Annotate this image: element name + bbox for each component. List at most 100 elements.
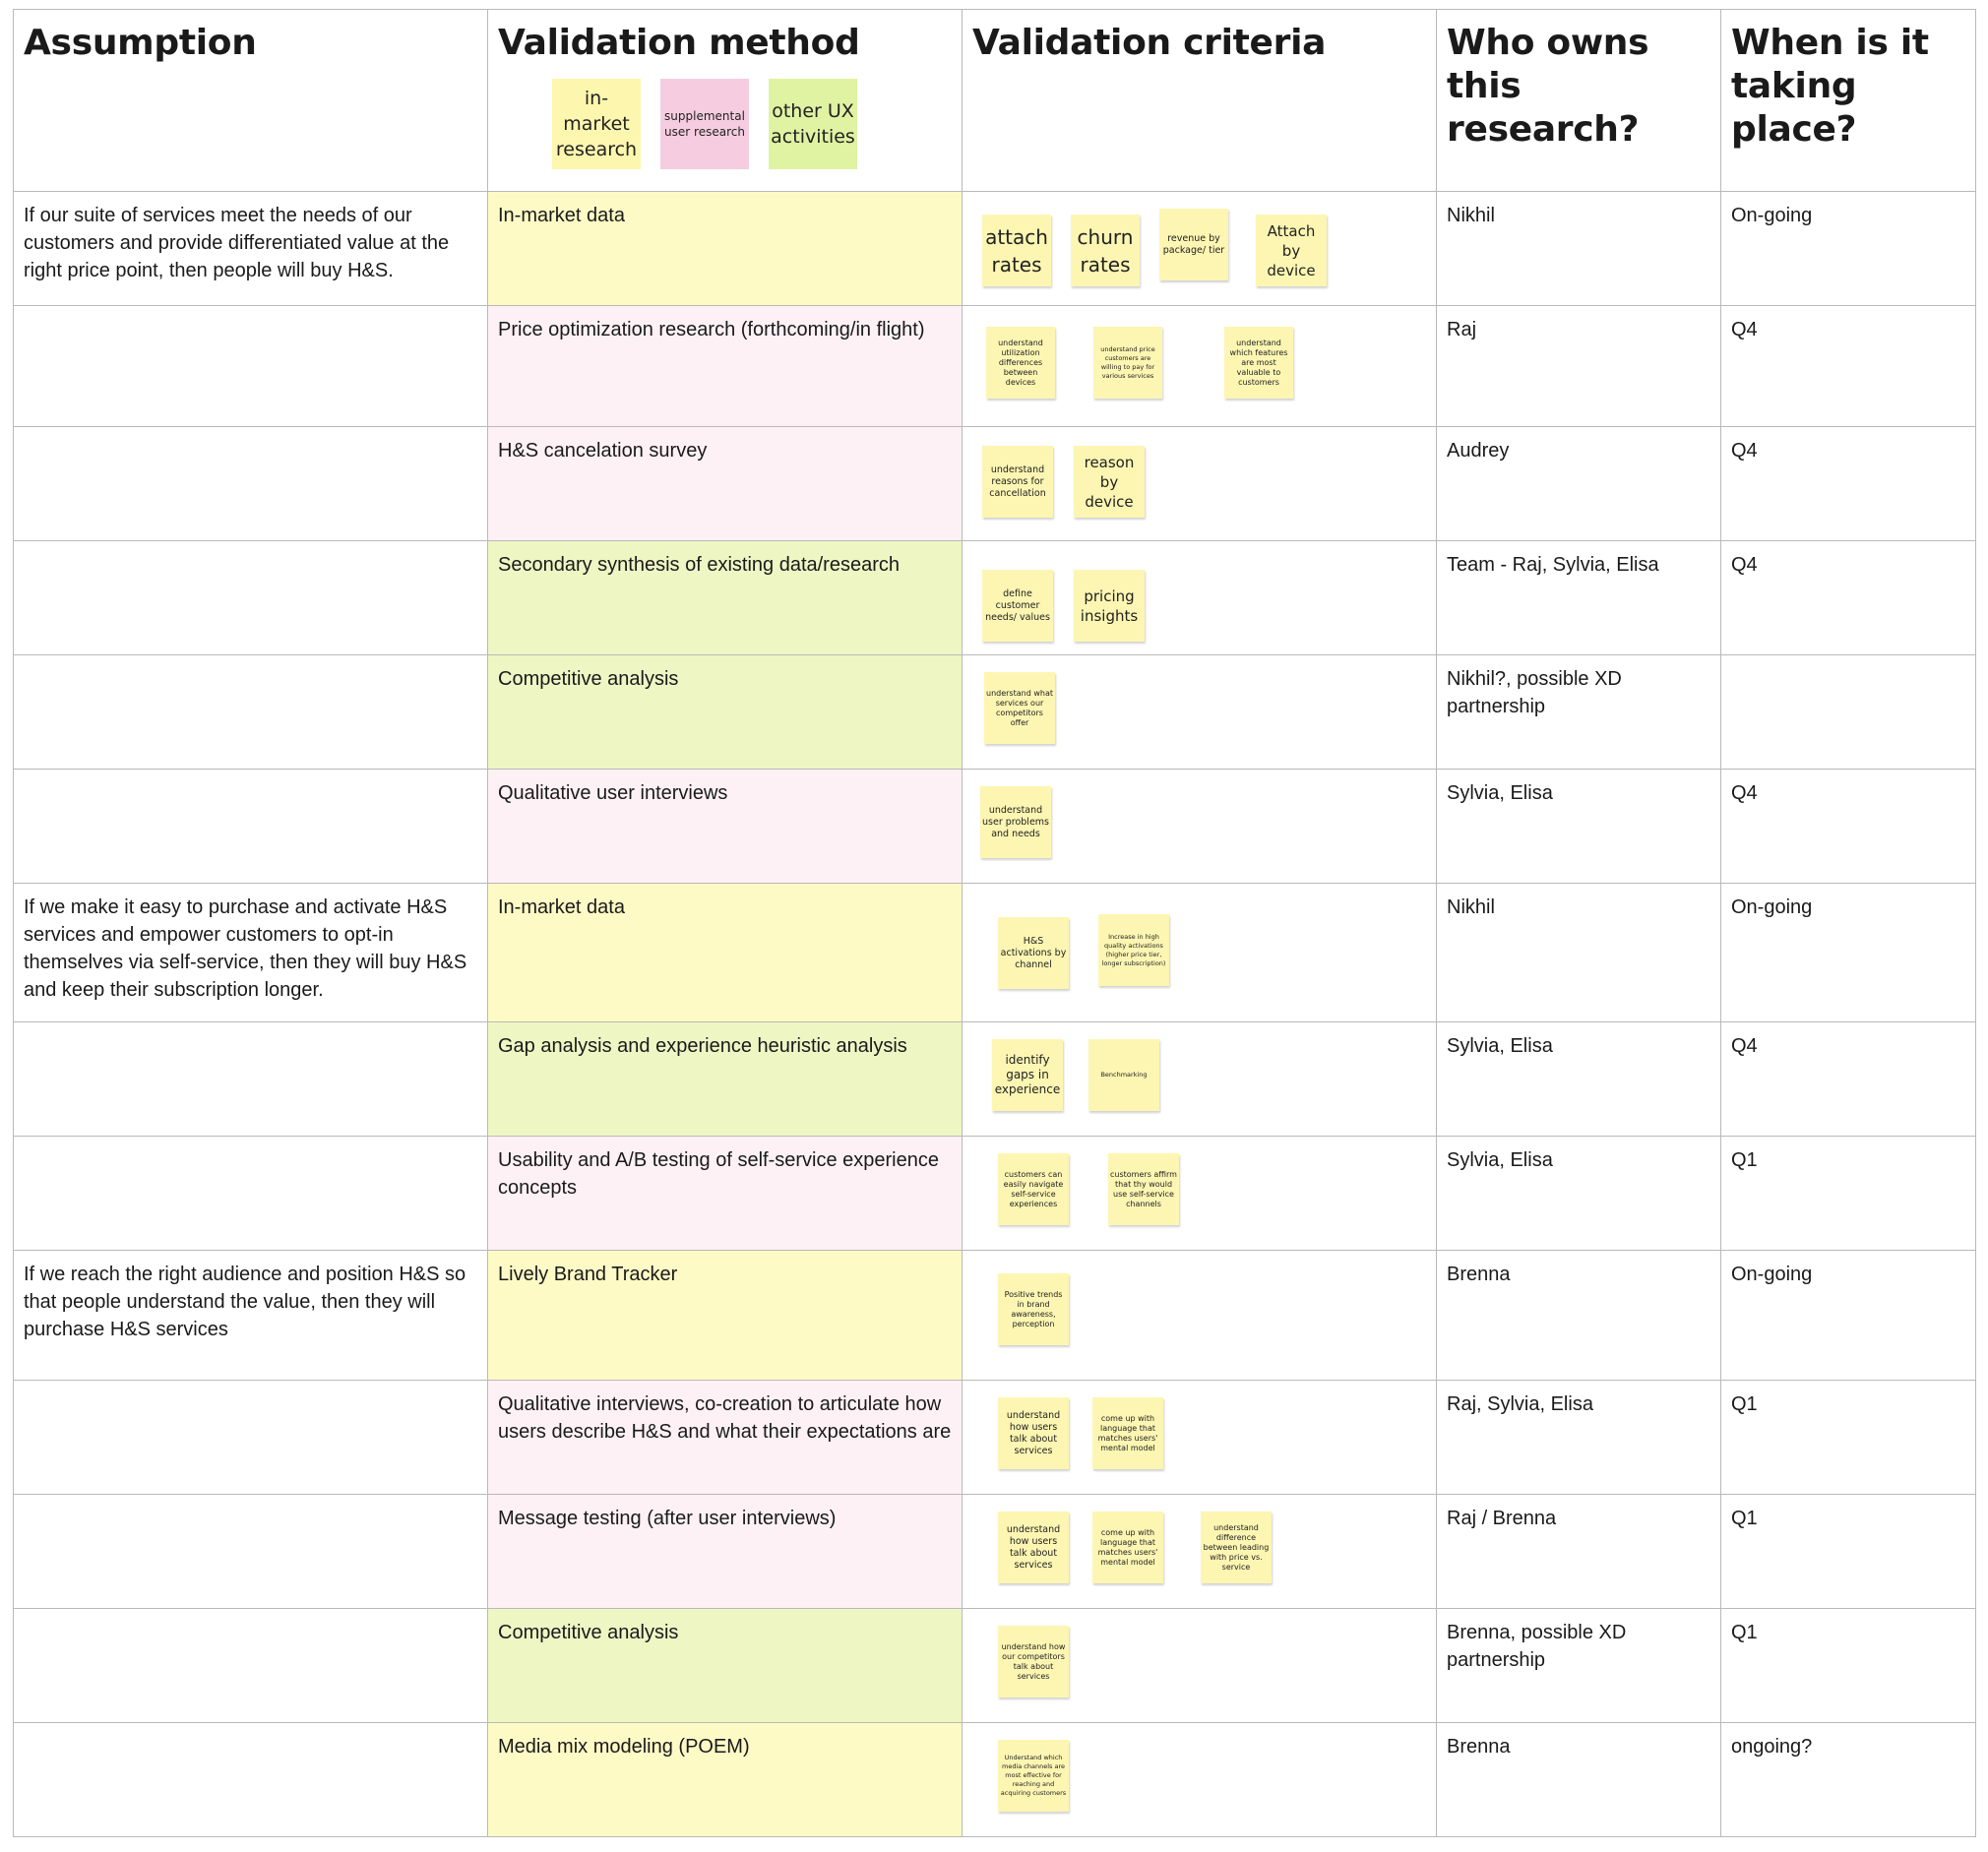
table-row: H&S cancelation survey understand reasons… <box>13 426 1976 541</box>
sticky-note[interactable]: Positive trends in brand awareness, perc… <box>998 1273 1069 1345</box>
owner-cell: Brenna <box>1436 1250 1721 1381</box>
assumption-cell <box>13 1021 488 1137</box>
when-cell: Q4 <box>1720 426 1976 541</box>
validation-criteria-cell: Positive trends in brand awareness, perc… <box>962 1250 1437 1381</box>
when-cell: Q4 <box>1720 305 1976 427</box>
when-cell: Q1 <box>1720 1136 1976 1251</box>
assumption-cell: If we make it easy to purchase and activ… <box>13 883 488 1022</box>
table-row: Gap analysis and experience heuristic an… <box>13 1021 1976 1137</box>
owner-cell: Nikhil <box>1436 883 1721 1022</box>
assumption-cell <box>13 540 488 655</box>
legend-supplemental-user-research[interactable]: supplemental user research <box>660 79 749 169</box>
assumption-cell <box>13 1136 488 1251</box>
sticky-note[interactable]: reason by device <box>1074 446 1145 518</box>
validation-criteria-cell: H&S activations by channel Increase in hi… <box>962 883 1437 1022</box>
validation-method-cell: Competitive analysis <box>487 654 963 770</box>
table-row: Usability and A/B testing of self-servic… <box>13 1136 1976 1251</box>
sticky-note[interactable]: come up with language that matches users… <box>1092 1512 1163 1583</box>
method-legend: in-market research supplemental user res… <box>552 79 952 169</box>
sticky-note-group: define customer needs/ values pricing ins… <box>963 541 1436 655</box>
sticky-note-group: H&S activations by channel Increase in hi… <box>963 884 1436 1022</box>
owner-cell: Audrey <box>1436 426 1721 541</box>
sticky-note[interactable]: Increase in high quality activations (hi… <box>1098 914 1169 986</box>
validation-criteria-cell: identify gaps in experience Benchmarking <box>962 1021 1437 1137</box>
sticky-note[interactable]: understand what services our competitors… <box>984 672 1055 744</box>
sticky-note[interactable]: Attach by device <box>1256 215 1327 286</box>
validation-method-cell: Media mix modeling (POEM) <box>487 1722 963 1837</box>
sticky-note[interactable]: understand price customers are willing t… <box>1093 327 1162 399</box>
sticky-note-group: understand utilization differences betwe… <box>963 306 1436 427</box>
research-plan-table: Assumption Validation method in-market r… <box>13 9 1976 1837</box>
when-cell: On-going <box>1720 1250 1976 1381</box>
validation-method-cell: Secondary synthesis of existing data/res… <box>487 540 963 655</box>
legend-other-ux-activities[interactable]: other UX activities <box>769 79 857 169</box>
sticky-note[interactable]: Benchmarking <box>1088 1039 1159 1111</box>
sticky-note[interactable]: define customer needs/ values <box>982 570 1053 642</box>
sticky-note[interactable]: pricing insights <box>1074 570 1145 642</box>
header-assumption: Assumption <box>13 9 488 192</box>
validation-criteria-cell: understand what services our competitors… <box>962 654 1437 770</box>
sticky-note-group: identify gaps in experience Benchmarking <box>963 1022 1436 1137</box>
sticky-note[interactable]: churn rates <box>1071 215 1140 286</box>
when-cell: On-going <box>1720 191 1976 306</box>
validation-method-cell: Usability and A/B testing of self-servic… <box>487 1136 963 1251</box>
assumption-cell <box>13 1722 488 1837</box>
validation-method-cell: Message testing (after user interviews) <box>487 1494 963 1609</box>
table-row: Message testing (after user interviews) u… <box>13 1494 1976 1609</box>
validation-method-cell: Qualitative user interviews <box>487 769 963 884</box>
sticky-note[interactable]: customers can easily navigate self-servi… <box>998 1153 1069 1225</box>
assumption-cell <box>13 305 488 427</box>
table-row: Media mix modeling (POEM) Understand whic… <box>13 1722 1976 1837</box>
header-owner-label: Who owns this research? <box>1447 23 1649 150</box>
sticky-note[interactable]: understand how users talk about services <box>998 1512 1069 1583</box>
sticky-note[interactable]: understand which features are most valua… <box>1224 327 1293 399</box>
sticky-note[interactable]: understand reasons for cancellation <box>982 446 1053 518</box>
header-owner: Who owns this research? <box>1436 9 1721 192</box>
validation-criteria-cell: understand user problems and needs <box>962 769 1437 884</box>
owner-cell: Sylvia, Elisa <box>1436 769 1721 884</box>
legend-in-market-research[interactable]: in-market research <box>552 79 641 169</box>
assumption-cell: If our suite of services meet the needs … <box>13 191 488 306</box>
sticky-note[interactable]: understand user problems and needs <box>980 786 1051 858</box>
table-row: Competitive analysis understand what serv… <box>13 654 1976 770</box>
validation-method-cell: In-market data <box>487 883 963 1022</box>
header-validation-method: Validation method in-market research sup… <box>487 9 963 192</box>
research-plan-board: Assumption Validation method in-market r… <box>13 9 1976 1837</box>
validation-method-cell: Gap analysis and experience heuristic an… <box>487 1021 963 1137</box>
sticky-note[interactable]: identify gaps in experience <box>992 1039 1063 1111</box>
assumption-cell <box>13 654 488 770</box>
when-cell: Q1 <box>1720 1380 1976 1495</box>
sticky-note[interactable]: come up with language that matches users… <box>1092 1397 1163 1469</box>
when-cell: On-going <box>1720 883 1976 1022</box>
when-cell: Q1 <box>1720 1494 1976 1609</box>
when-cell: Q4 <box>1720 1021 1976 1137</box>
sticky-note-group: customers can easily navigate self-servi… <box>963 1137 1436 1251</box>
sticky-note[interactable]: understand how users talk about services <box>998 1397 1069 1469</box>
sticky-note[interactable]: customers affirm that thy would use self… <box>1108 1153 1179 1225</box>
table-row: If we reach the right audience and posit… <box>13 1250 1976 1381</box>
sticky-note[interactable]: understand utilization differences betwe… <box>986 327 1055 399</box>
sticky-note[interactable]: H&S activations by channel <box>998 917 1069 989</box>
validation-criteria-cell: customers can easily navigate self-servi… <box>962 1136 1437 1251</box>
validation-method-cell: In-market data <box>487 191 963 306</box>
sticky-note-group: understand how users talk about services… <box>963 1495 1436 1609</box>
validation-criteria-cell: Understand which media channels are most… <box>962 1722 1437 1837</box>
validation-method-cell: Lively Brand Tracker <box>487 1250 963 1381</box>
sticky-note[interactable]: understand difference between leading wi… <box>1201 1512 1272 1583</box>
validation-method-cell: Qualitative interviews, co-creation to a… <box>487 1380 963 1495</box>
assumption-cell <box>13 1494 488 1609</box>
sticky-note[interactable]: attach rates <box>982 215 1051 286</box>
sticky-note-group: attach rates churn rates revenue by packag… <box>963 192 1436 306</box>
assumption-cell <box>13 1608 488 1723</box>
header-validation-criteria: Validation criteria <box>962 9 1437 192</box>
sticky-note-group: Understand which media channels are most… <box>963 1723 1436 1837</box>
owner-cell: Nikhil <box>1436 191 1721 306</box>
validation-criteria-cell: understand how users talk about services… <box>962 1494 1437 1609</box>
owner-cell: Team - Raj, Sylvia, Elisa <box>1436 540 1721 655</box>
sticky-note[interactable]: revenue by package/ tier <box>1159 209 1228 280</box>
validation-criteria-cell: understand utilization differences betwe… <box>962 305 1437 427</box>
sticky-note[interactable]: Understand which media channels are most… <box>998 1740 1069 1812</box>
sticky-note[interactable]: understand how our competitors talk abou… <box>998 1626 1069 1698</box>
owner-cell: Nikhil?, possible XD partnership <box>1436 654 1721 770</box>
validation-criteria-cell: attach rates churn rates revenue by packag… <box>962 191 1437 306</box>
